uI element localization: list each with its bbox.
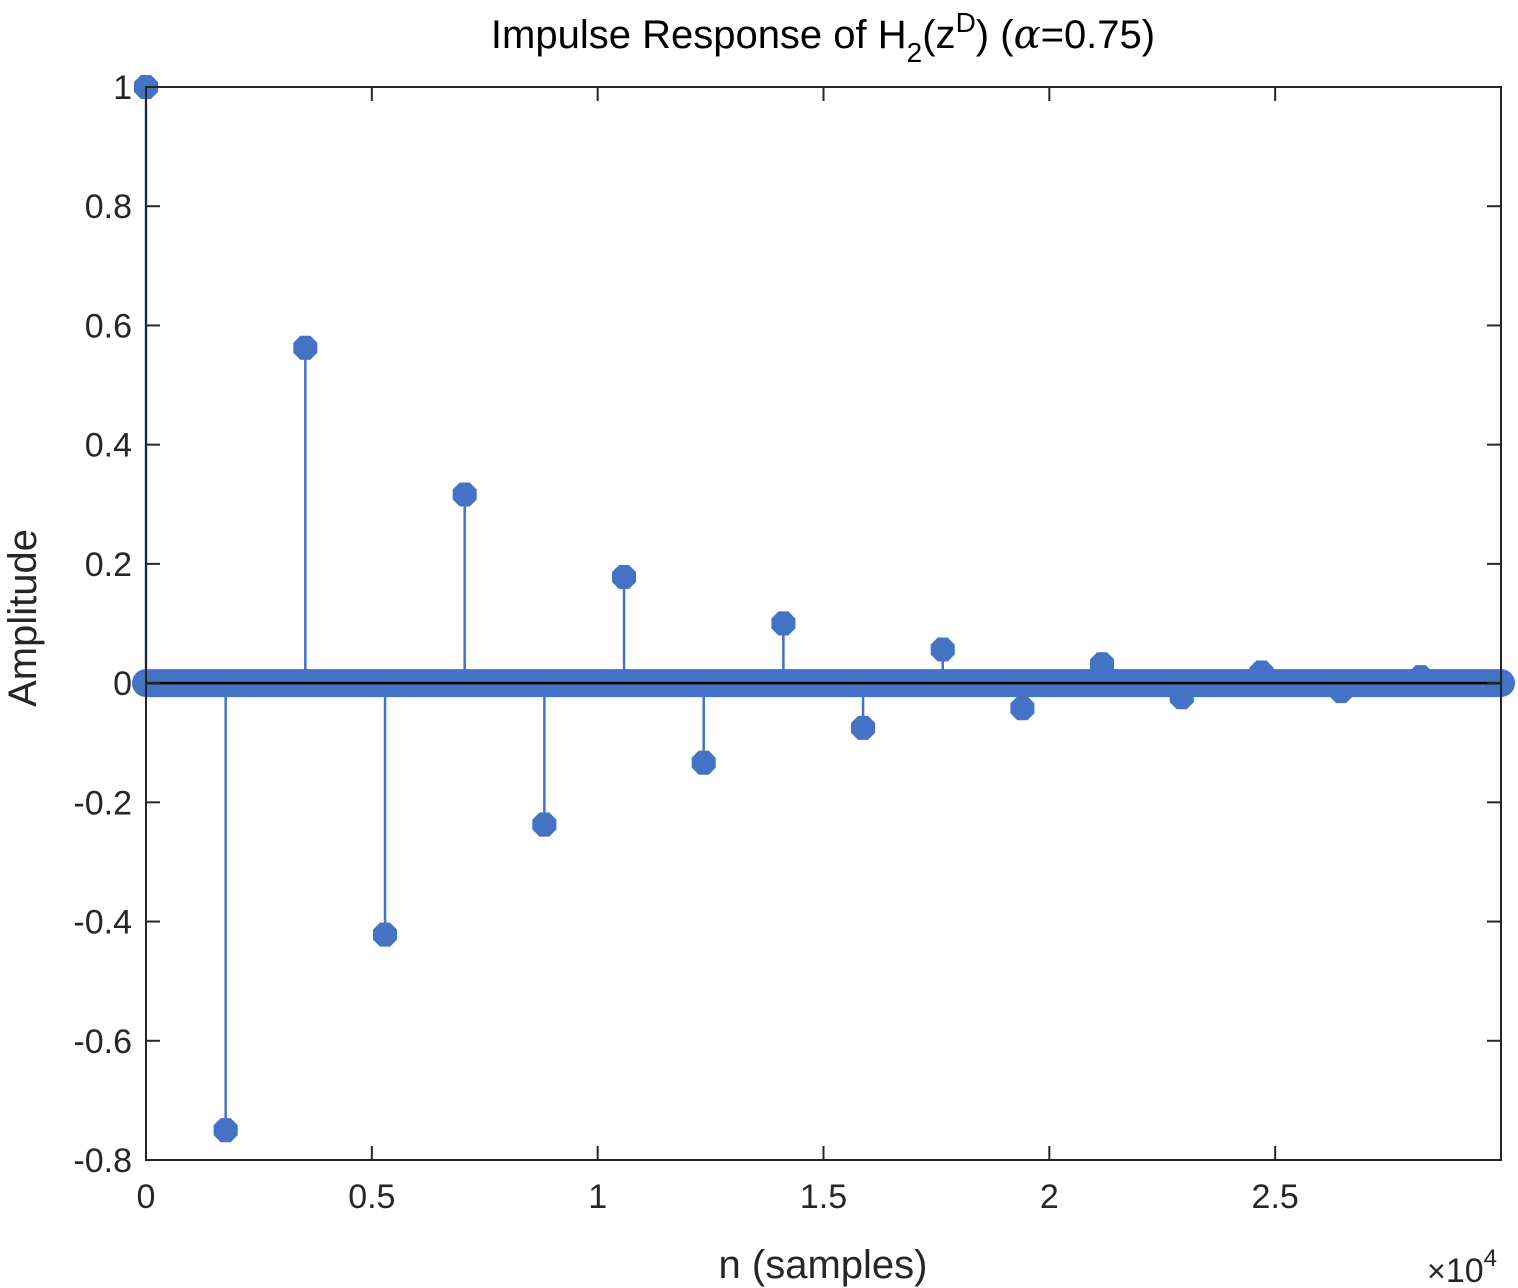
title-close: ) (	[976, 13, 1014, 57]
stem-marker	[1010, 696, 1035, 721]
stem-marker	[1408, 665, 1433, 690]
plot-area	[132, 74, 1515, 1143]
x-axis-label: n (samples)	[719, 1243, 928, 1287]
axes-box	[145, 86, 1502, 1161]
y-axis-label: Amplitude	[1, 529, 45, 707]
y-tick-label: 0.4	[85, 427, 132, 465]
chart-title: Impulse Response of H2(zD) (α=0.75)	[491, 7, 1155, 68]
y-tick-label: -0.2	[73, 784, 132, 822]
stem-marker	[293, 335, 318, 360]
x-axis-multiplier: ×104	[1427, 1245, 1497, 1288]
stem-marker	[851, 715, 876, 740]
y-tick-label: -0.8	[73, 1142, 132, 1180]
y-tick-label: 1	[113, 69, 132, 107]
stem-marker	[1329, 679, 1354, 704]
multiplier-base: 10	[1446, 1252, 1484, 1288]
x-tick-label: 0	[137, 1178, 156, 1216]
y-tick-label: 0.2	[85, 546, 132, 584]
stem-marker	[691, 750, 716, 775]
title-open: (z	[922, 13, 955, 57]
stem-marker	[1090, 652, 1115, 677]
stem-marker	[930, 637, 955, 662]
y-tick-label: 0.6	[85, 307, 132, 345]
title-greek: α	[1014, 12, 1041, 58]
y-tick-label: -0.6	[73, 1023, 132, 1061]
stem-marker	[452, 482, 477, 507]
stem-marker	[771, 611, 796, 636]
y-tick-label: 0.8	[85, 188, 132, 226]
y-tick-label: -0.4	[73, 904, 132, 942]
title-tail: =0.75)	[1041, 13, 1156, 57]
x-tick-label: 1	[588, 1178, 607, 1216]
axes: 0 0.5 1 1.5 2 2.5 -0.8 -0.6 -0.4 -0.2 0 0.2 0.4 0.6 0.…	[73, 69, 1502, 1216]
stem-marker	[532, 812, 557, 837]
multiplier-exponent: 4	[1484, 1245, 1497, 1272]
y-tick-label: 0	[113, 665, 132, 703]
stem-marker	[213, 1118, 238, 1143]
multiplier-times: ×	[1427, 1253, 1446, 1288]
stem-marker	[1249, 660, 1274, 685]
x-tick-label: 2	[1040, 1178, 1059, 1216]
x-tick-label: 2.5	[1252, 1178, 1299, 1216]
x-tick-label: 1.5	[800, 1178, 847, 1216]
x-tick-label: 0.5	[348, 1178, 395, 1216]
title-main: Impulse Response of H	[491, 13, 907, 57]
title-subscript: 2	[907, 37, 923, 68]
title-superscript: D	[956, 7, 976, 38]
stem-marker	[1169, 685, 1194, 710]
stem-marker	[373, 922, 398, 947]
stem-marker	[612, 564, 637, 590]
